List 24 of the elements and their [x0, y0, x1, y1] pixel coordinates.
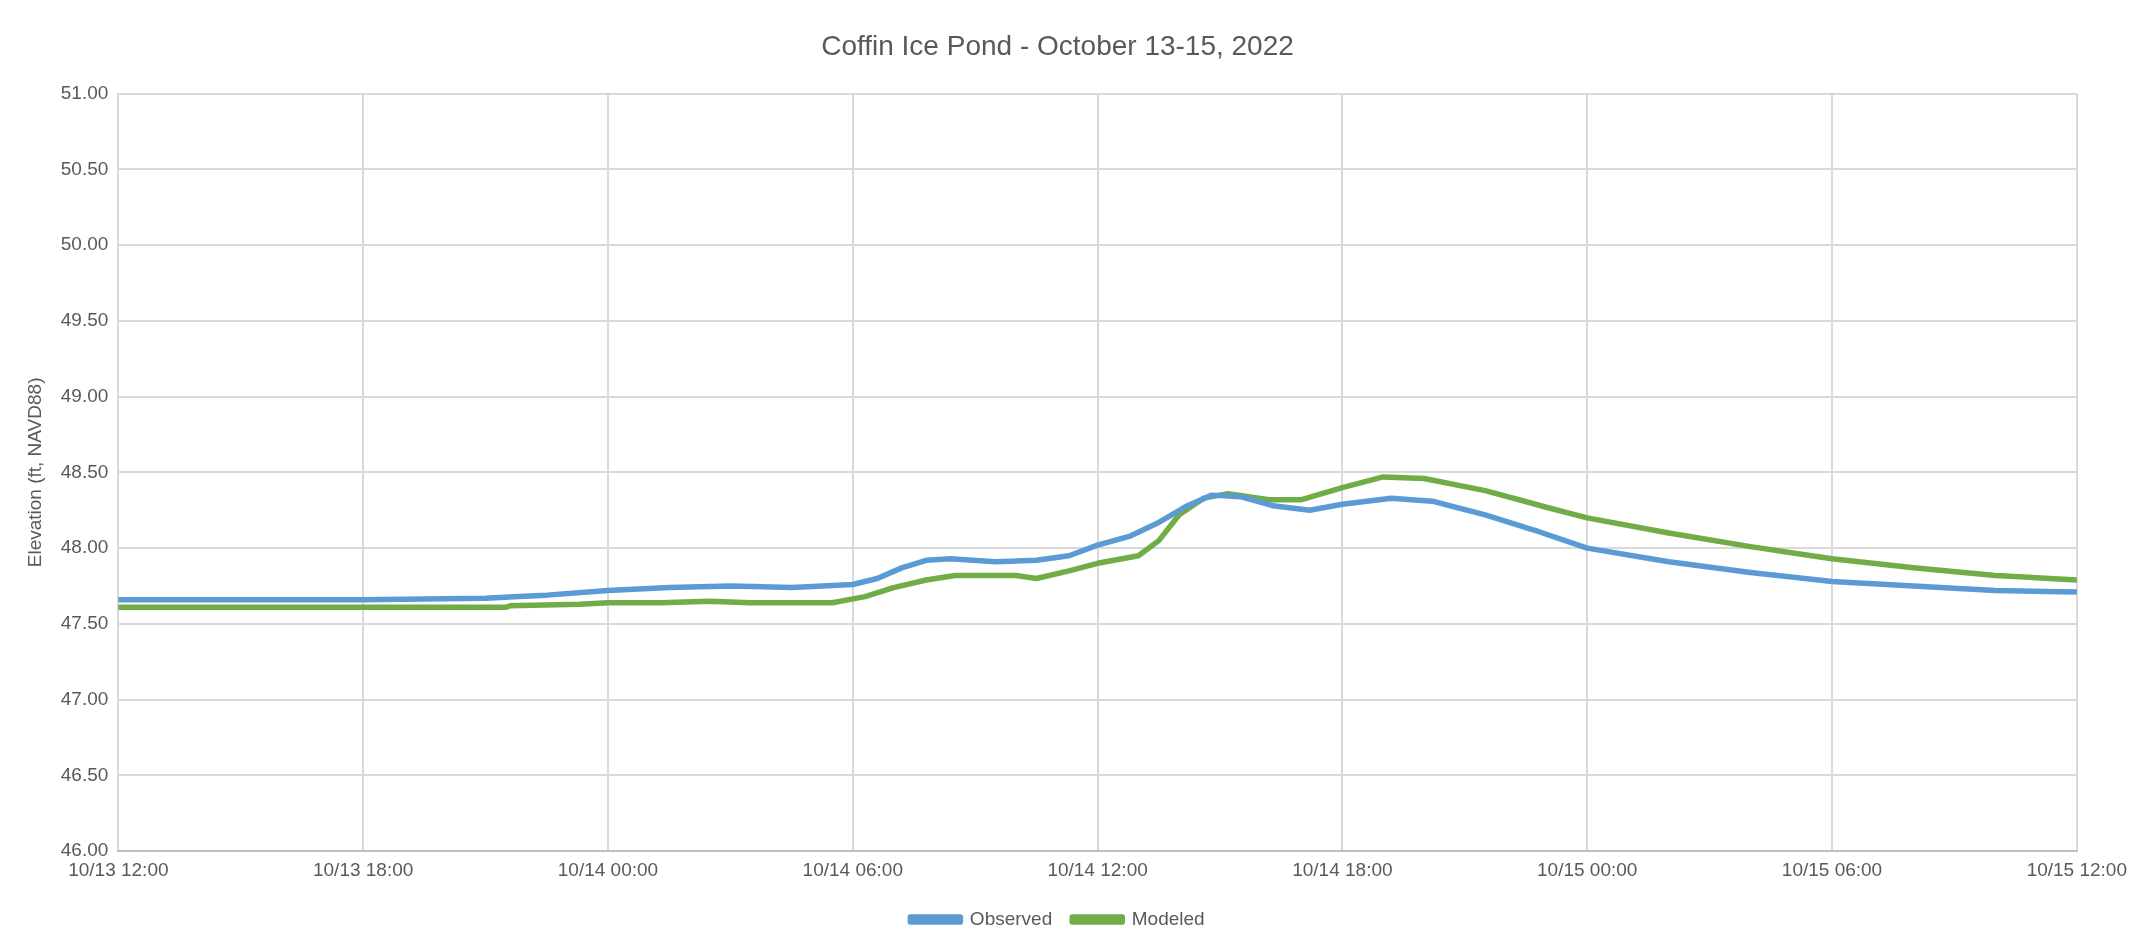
x-tick-label: 10/14 00:00 [557, 858, 659, 880]
y-tick-label: 49.00 [60, 384, 109, 406]
y-axis-title: Elevation (ft, NAVD88) [23, 377, 45, 568]
y-tick-label: 47.50 [60, 612, 109, 634]
chart-title: Coffin Ice Pond - October 13-15, 2022 [821, 29, 1294, 61]
x-tick-label: 10/15 12:00 [2026, 858, 2127, 880]
y-tick-label: 48.00 [60, 536, 109, 558]
y-tick-label: 46.00 [60, 839, 109, 861]
y-tick-label: 50.50 [60, 157, 109, 179]
y-tick-label: 46.50 [60, 763, 109, 785]
x-tick-label: 10/13 18:00 [312, 858, 414, 880]
legend-label: Observed [969, 907, 1053, 929]
y-tick-label: 47.00 [60, 687, 109, 709]
x-tick-label: 10/14 12:00 [1047, 858, 1148, 880]
legend-label: Modeled [1131, 907, 1205, 929]
x-tick-label: 10/15 00:00 [1537, 858, 1638, 880]
x-tick-label: 10/15 06:00 [1781, 858, 1883, 880]
y-tick-label: 49.50 [60, 309, 109, 331]
x-tick-label: 10/14 18:00 [1292, 858, 1393, 880]
x-tick-label: 10/13 12:00 [68, 858, 169, 880]
x-tick-label: 10/14 06:00 [802, 858, 903, 880]
y-tick-label: 50.00 [60, 233, 109, 255]
y-tick-label: 48.50 [60, 460, 109, 482]
y-tick-label: 51.00 [60, 81, 109, 103]
